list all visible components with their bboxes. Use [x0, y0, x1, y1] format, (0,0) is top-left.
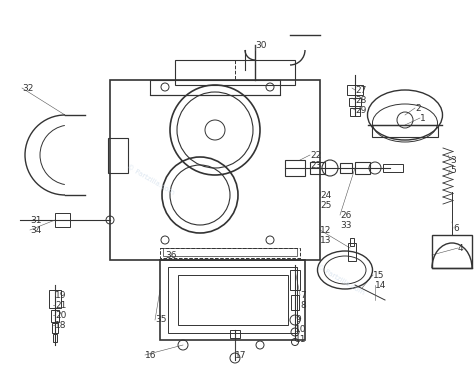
Text: 29: 29	[355, 105, 366, 115]
Bar	[108, 138, 128, 173]
Bar	[432, 235, 472, 268]
Text: 17: 17	[235, 350, 246, 360]
Bar	[350, 108, 360, 116]
Text: © Partzilla.com: © Partzilla.com	[315, 264, 365, 296]
Text: 33: 33	[340, 221, 352, 229]
Text: 13: 13	[320, 236, 331, 244]
Bar	[110, 80, 320, 260]
Bar	[340, 163, 352, 173]
Bar	[355, 162, 370, 174]
Text: 27: 27	[355, 85, 366, 95]
Bar	[163, 248, 297, 256]
Text: 30: 30	[255, 41, 266, 49]
Text: 3: 3	[450, 155, 456, 165]
Text: 15: 15	[373, 270, 384, 280]
Bar	[175, 60, 295, 85]
Bar	[53, 334, 57, 342]
Bar	[168, 267, 297, 333]
Bar	[349, 98, 361, 106]
Text: 14: 14	[375, 280, 386, 290]
Text: 20: 20	[55, 311, 66, 319]
Text: 5: 5	[450, 165, 456, 175]
Text: 2: 2	[415, 103, 420, 113]
Text: 22: 22	[310, 151, 321, 159]
Text: 9: 9	[295, 316, 301, 324]
Text: 28: 28	[355, 95, 366, 105]
Text: 12: 12	[320, 226, 331, 234]
Text: 11: 11	[295, 336, 307, 344]
Bar	[51, 310, 59, 322]
Text: 32: 32	[22, 83, 33, 93]
Bar	[290, 270, 300, 290]
Text: 10: 10	[295, 326, 307, 334]
Text: 35: 35	[155, 316, 166, 324]
Bar	[230, 330, 240, 338]
Bar	[160, 260, 305, 340]
Text: 23: 23	[310, 160, 321, 170]
Text: 24: 24	[320, 190, 331, 200]
Bar	[160, 248, 300, 258]
Bar	[285, 160, 305, 176]
Text: 21: 21	[55, 301, 66, 309]
Text: 4: 4	[458, 244, 464, 252]
Text: 26: 26	[340, 211, 351, 219]
Text: 16: 16	[145, 350, 156, 360]
Text: 1: 1	[420, 113, 426, 123]
Text: 7: 7	[300, 290, 306, 300]
Bar	[310, 162, 325, 174]
Bar	[372, 125, 438, 137]
Bar	[347, 85, 363, 95]
Text: 8: 8	[300, 301, 306, 309]
Bar	[291, 295, 299, 310]
Bar	[150, 80, 280, 95]
Text: 31: 31	[30, 216, 42, 224]
Bar	[350, 238, 354, 246]
Bar	[55, 213, 70, 227]
Text: 19: 19	[55, 290, 66, 300]
Text: © Partzilla.com: © Partzilla.com	[125, 164, 175, 196]
Text: 6: 6	[453, 224, 459, 232]
Bar	[348, 243, 356, 261]
Bar	[178, 275, 288, 325]
Bar	[52, 323, 58, 333]
Bar	[49, 290, 61, 308]
Text: 36: 36	[165, 250, 176, 260]
Text: 34: 34	[30, 226, 41, 234]
Text: 18: 18	[55, 321, 66, 329]
Bar	[383, 164, 403, 172]
Text: 25: 25	[320, 200, 331, 210]
